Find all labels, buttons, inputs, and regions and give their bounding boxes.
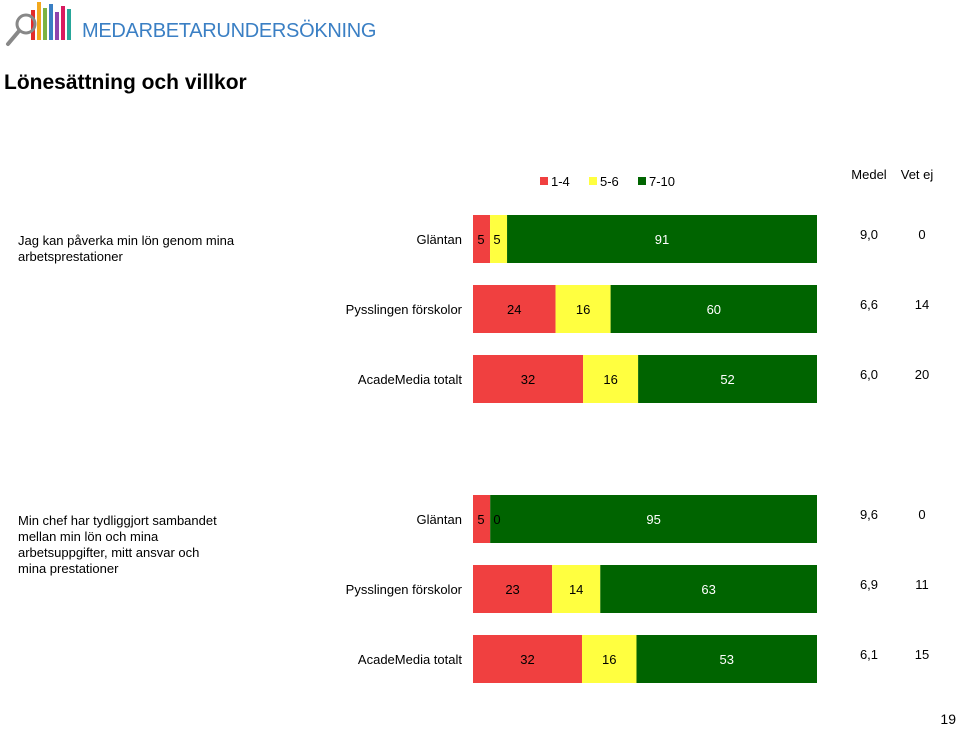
logo-bar	[43, 8, 47, 40]
vet-ej-value: 0	[918, 507, 925, 522]
group-label: AcadeMedia totalt	[358, 372, 462, 387]
bar-segment	[638, 355, 817, 403]
data-label: 5	[493, 232, 500, 247]
bar-segment	[473, 215, 491, 263]
group-label: Gläntan	[416, 232, 462, 247]
data-label: 23	[505, 582, 519, 597]
data-label: 16	[602, 652, 616, 667]
bar-segment	[490, 215, 508, 263]
legend-label: 1-4	[551, 174, 570, 189]
vet-ej-value: 11	[915, 577, 929, 592]
logo-bar	[67, 9, 71, 40]
page-number: 19	[940, 711, 956, 727]
vet-ej-value: 20	[915, 367, 929, 382]
group-label: AcadeMedia totalt	[358, 652, 462, 667]
data-label: 63	[701, 582, 715, 597]
medel-value: 9,6	[860, 507, 878, 522]
question-label: Min chef har tydliggjort sambandet mellan…	[18, 513, 217, 576]
bar-segment	[473, 285, 556, 333]
group-label: Pysslingen förskolor	[346, 302, 463, 317]
bar-segment	[583, 355, 639, 403]
bar-segment	[555, 285, 611, 333]
medel-value: 6,9	[860, 577, 878, 592]
vet-ej-value: 14	[915, 297, 929, 312]
magnifier-bars-icon	[6, 2, 71, 46]
medel-value: 9,0	[860, 227, 878, 242]
bar-segment	[552, 565, 601, 613]
logo-bar	[61, 6, 65, 40]
data-label: 91	[655, 232, 669, 247]
bar-segment	[610, 285, 817, 333]
legend-swatch	[638, 177, 646, 185]
legend-swatch	[589, 177, 597, 185]
bar-segment	[473, 355, 584, 403]
bar-segment	[473, 635, 582, 683]
vet-ej-value: 15	[915, 647, 929, 662]
logo-lens	[15, 13, 37, 35]
bar-segment	[490, 495, 817, 543]
brand-name: MEDARBETARUNDERSÖKNING	[82, 20, 377, 42]
logo-bar	[31, 10, 35, 40]
data-label: 24	[507, 302, 521, 317]
data-label: 32	[520, 652, 534, 667]
data-label: 53	[720, 652, 734, 667]
legend-label: 5-6	[600, 174, 619, 189]
bar-segment	[581, 635, 637, 683]
data-label: 5	[477, 512, 484, 527]
data-label: 32	[521, 372, 535, 387]
bar-segment	[600, 565, 817, 613]
logo-bar	[55, 12, 59, 40]
medel-value: 6,1	[860, 647, 878, 662]
legend-label: 7-10	[649, 174, 675, 189]
bar-segment	[507, 215, 817, 263]
logo-bar	[37, 2, 41, 40]
data-label: 16	[576, 302, 590, 317]
data-label: 5	[477, 232, 484, 247]
medel-value: 6,6	[860, 297, 878, 312]
data-label: 0	[493, 512, 500, 527]
column-header-medel: Medel	[851, 167, 887, 182]
data-label: 14	[569, 582, 583, 597]
data-label: 16	[603, 372, 617, 387]
logo-bar	[49, 4, 53, 40]
bar-segment	[636, 635, 817, 683]
logo-handle	[6, 29, 21, 46]
page-title: Lönesättning och villkor	[4, 71, 247, 94]
legend-swatch	[540, 177, 548, 185]
data-label: 60	[707, 302, 721, 317]
bar-segment	[473, 565, 553, 613]
medel-value: 6,0	[860, 367, 878, 382]
data-label: 95	[646, 512, 660, 527]
bar-segment	[473, 495, 491, 543]
column-header-vet-ej: Vet ej	[901, 167, 934, 182]
group-label: Gläntan	[416, 512, 462, 527]
question-label: Jag kan påverka min lön genom mina arbets…	[18, 233, 235, 264]
data-label: 52	[720, 372, 734, 387]
group-label: Pysslingen förskolor	[346, 582, 463, 597]
vet-ej-value: 0	[918, 227, 925, 242]
